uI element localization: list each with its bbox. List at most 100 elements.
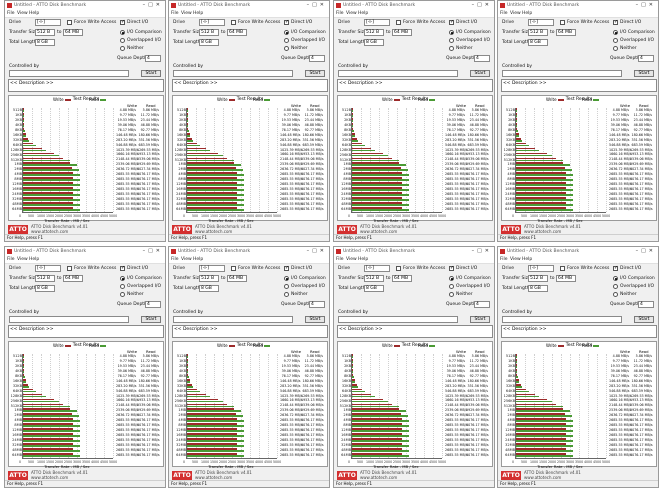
start-button[interactable]: Start (305, 70, 325, 77)
total-length-select[interactable]: 8 GB (199, 39, 219, 46)
description-field[interactable]: << Description >> (8, 79, 164, 92)
drive-select[interactable]: [-l-] (35, 19, 61, 26)
io-comparison-radio[interactable] (284, 30, 289, 35)
start-button[interactable]: Start (470, 70, 490, 77)
controlled-by-select[interactable] (9, 70, 129, 77)
start-button[interactable]: Start (634, 316, 654, 323)
controlled-by-select[interactable] (338, 316, 458, 323)
atto-logo[interactable]: ATTO (501, 225, 521, 234)
description-field[interactable]: << Description >> (8, 325, 164, 338)
footer-website[interactable]: www.attotech.com (195, 228, 233, 234)
window-controls[interactable]: –□✕ (142, 248, 163, 254)
total-length-select[interactable]: 8 GB (528, 285, 548, 292)
menu-help[interactable]: Help (193, 257, 204, 262)
drive-select[interactable]: [-l-] (199, 19, 225, 26)
footer-website[interactable]: www.attotech.com (31, 228, 69, 234)
menu-file[interactable]: File (500, 11, 508, 16)
transfer-to-select[interactable]: 64 MB (63, 29, 83, 36)
drive-select[interactable]: [-l-] (199, 265, 225, 272)
overlapped-io-radio[interactable] (613, 284, 618, 289)
overlapped-io-radio[interactable] (449, 284, 454, 289)
queue-depth-select[interactable]: 4 (145, 55, 161, 62)
menu-file[interactable]: File (7, 257, 15, 262)
direct-io-checkbox[interactable] (284, 265, 289, 271)
menu-view[interactable]: View (181, 11, 192, 16)
transfer-from-select[interactable]: 512 B (35, 29, 55, 36)
io-comparison-radio[interactable] (613, 276, 618, 281)
window-controls[interactable]: –□✕ (471, 248, 492, 254)
overlapped-io-radio[interactable] (120, 38, 125, 43)
transfer-to-select[interactable]: 64 MB (392, 275, 412, 282)
force-write-checkbox[interactable] (560, 20, 565, 25)
io-comparison-radio[interactable] (120, 30, 125, 35)
transfer-from-select[interactable]: 512 B (528, 29, 548, 36)
atto-logo[interactable]: ATTO (172, 225, 192, 234)
total-length-select[interactable]: 8 GB (364, 39, 384, 46)
menu-view[interactable]: View (346, 257, 357, 262)
io-comparison-radio[interactable] (449, 276, 454, 281)
direct-io-checkbox[interactable] (120, 19, 125, 25)
queue-depth-select[interactable]: 4 (309, 55, 325, 62)
footer-website[interactable]: www.attotech.com (195, 474, 233, 480)
description-field[interactable]: << Description >> (172, 325, 328, 338)
menu-help[interactable]: Help (29, 257, 40, 262)
direct-io-checkbox[interactable] (613, 19, 618, 25)
overlapped-io-radio[interactable] (284, 38, 289, 43)
controlled-by-select[interactable] (338, 70, 458, 77)
description-field[interactable]: << Description >> (172, 79, 328, 92)
menu-view[interactable]: View (17, 257, 28, 262)
total-length-select[interactable]: 8 GB (35, 285, 55, 292)
direct-io-checkbox[interactable] (449, 265, 454, 271)
force-write-checkbox[interactable] (396, 20, 401, 25)
start-button[interactable]: Start (470, 316, 490, 323)
menu-help[interactable]: Help (522, 11, 533, 16)
window-controls[interactable]: –□✕ (306, 2, 327, 8)
transfer-to-select[interactable]: 64 MB (556, 29, 576, 36)
window-controls[interactable]: –□✕ (306, 248, 327, 254)
neither-radio[interactable] (449, 292, 454, 297)
force-write-checkbox[interactable] (396, 266, 401, 271)
neither-radio[interactable] (449, 46, 454, 51)
atto-logo[interactable]: ATTO (8, 471, 28, 480)
drive-select[interactable]: [-l-] (364, 19, 390, 26)
transfer-to-select[interactable]: 64 MB (227, 29, 247, 36)
queue-depth-select[interactable]: 4 (474, 301, 490, 308)
queue-depth-select[interactable]: 4 (309, 301, 325, 308)
start-button[interactable]: Start (141, 70, 161, 77)
neither-radio[interactable] (120, 292, 125, 297)
queue-depth-select[interactable]: 4 (474, 55, 490, 62)
atto-logo[interactable]: ATTO (8, 225, 28, 234)
menu-file[interactable]: File (7, 11, 15, 16)
transfer-to-select[interactable]: 64 MB (63, 275, 83, 282)
atto-logo[interactable]: ATTO (337, 225, 357, 234)
neither-radio[interactable] (284, 292, 289, 297)
force-write-checkbox[interactable] (231, 20, 236, 25)
menu-file[interactable]: File (500, 257, 508, 262)
transfer-from-select[interactable]: 512 B (364, 275, 384, 282)
menu-help[interactable]: Help (522, 257, 533, 262)
transfer-from-select[interactable]: 512 B (199, 275, 219, 282)
transfer-from-select[interactable]: 512 B (364, 29, 384, 36)
menu-view[interactable]: View (17, 11, 28, 16)
controlled-by-select[interactable] (502, 70, 622, 77)
window-controls[interactable]: –□✕ (635, 2, 656, 8)
menu-view[interactable]: View (510, 257, 521, 262)
direct-io-checkbox[interactable] (449, 19, 454, 25)
description-field[interactable]: << Description >> (501, 79, 657, 92)
window-controls[interactable]: –□✕ (635, 248, 656, 254)
drive-select[interactable]: [-l-] (364, 265, 390, 272)
controlled-by-select[interactable] (9, 316, 129, 323)
description-field[interactable]: << Description >> (337, 325, 493, 338)
start-button[interactable]: Start (634, 70, 654, 77)
description-field[interactable]: << Description >> (501, 325, 657, 338)
neither-radio[interactable] (120, 46, 125, 51)
io-comparison-radio[interactable] (284, 276, 289, 281)
io-comparison-radio[interactable] (120, 276, 125, 281)
menu-help[interactable]: Help (193, 11, 204, 16)
transfer-to-select[interactable]: 64 MB (392, 29, 412, 36)
direct-io-checkbox[interactable] (284, 19, 289, 25)
io-comparison-radio[interactable] (449, 30, 454, 35)
transfer-to-select[interactable]: 64 MB (556, 275, 576, 282)
overlapped-io-radio[interactable] (613, 38, 618, 43)
direct-io-checkbox[interactable] (613, 265, 618, 271)
